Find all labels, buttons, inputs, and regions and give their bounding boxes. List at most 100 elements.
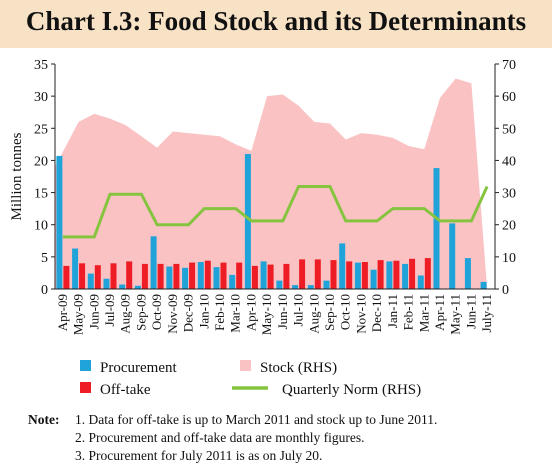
legend-label: Off-take [100, 382, 151, 398]
offtake-bar [173, 263, 180, 289]
right-tick-label: 10 [502, 251, 516, 266]
x-tick-label: Feb-10 [212, 294, 227, 331]
procurement-bar [229, 274, 236, 289]
offtake-bar [377, 260, 384, 289]
procurement-bar [449, 223, 456, 289]
procurement-bar [276, 280, 283, 289]
note-item-1: 1. Data for off-take is up to March 2011… [75, 412, 438, 427]
offtake-bar [424, 258, 431, 289]
legend-label: Quarterly Norm (RHS) [282, 382, 421, 398]
offtake-bar [126, 261, 133, 289]
note-label: Note [28, 412, 55, 427]
procurement-bar [417, 275, 424, 289]
procurement-bar [292, 285, 299, 289]
right-tick-label: 40 [502, 154, 516, 169]
x-tick-label: May-11 [448, 294, 463, 335]
chart-title: Chart I.3: Food Stock and its Determinan… [25, 6, 527, 36]
x-tick-label: Sep-10 [322, 294, 337, 331]
offtake-bar [63, 265, 70, 289]
x-tick-label: Jun-11 [463, 294, 478, 329]
x-tick-label: Jul-10 [291, 294, 306, 327]
offtake-bar [110, 263, 117, 289]
offtake-bar [267, 264, 274, 289]
right-tick-label: 70 [502, 58, 516, 73]
offtake-bar [409, 258, 416, 289]
x-tick-label: Dec-09 [181, 294, 196, 332]
x-tick-label: Jul-09 [102, 294, 117, 327]
right-tick-label: 20 [502, 219, 516, 234]
quarterly-norm-line [62, 185, 489, 239]
left-tick-label: 5 [41, 251, 48, 266]
procurement-bar [182, 267, 189, 289]
procurement-bar [150, 236, 157, 289]
left-tick-label: 35 [34, 58, 48, 73]
procurement-bar [244, 154, 251, 289]
x-tick-label: Nov-10 [353, 294, 368, 334]
x-tick-label: May-09 [71, 294, 86, 335]
note-item-2: 2. Procurement and off-take data are mon… [75, 430, 365, 445]
x-tick-label: Oct-09 [149, 294, 164, 330]
procurement-bar [260, 261, 267, 289]
procurement-bar [339, 243, 346, 289]
offtake-bar [346, 261, 353, 289]
offtake-bar [393, 260, 400, 289]
legend-swatch [240, 360, 251, 371]
x-tick-label: Sep-09 [133, 294, 148, 331]
procurement-bar [433, 168, 440, 289]
left-tick-label: 20 [34, 154, 48, 169]
x-tick-label: July-11 [479, 294, 494, 333]
offtake-bar [220, 262, 227, 289]
stock-area [55, 78, 488, 289]
procurement-bar [354, 262, 361, 289]
procurement-bar [119, 284, 126, 289]
procurement-bar [213, 267, 220, 289]
right-tick-label: 60 [502, 90, 516, 105]
legend-label: Procurement [100, 360, 177, 376]
procurement-bar [72, 248, 79, 289]
title-band [0, 0, 552, 48]
x-tick-label: May-10 [259, 294, 274, 335]
x-tick-label: Apr-09 [55, 294, 70, 331]
procurement-bar [386, 261, 393, 289]
legend-label: Stock (RHS) [260, 360, 337, 376]
offtake-bar [189, 262, 196, 289]
x-tick-label: Mar-11 [416, 294, 431, 332]
right-tick-label: 0 [502, 283, 509, 298]
x-tick-label: Oct-10 [338, 294, 353, 330]
procurement-bar [307, 285, 314, 289]
offtake-bar [361, 262, 368, 289]
offtake-bar [141, 263, 148, 289]
procurement-bar [323, 280, 330, 289]
procurement-bar [134, 285, 141, 289]
offtake-bar [94, 265, 101, 289]
procurement-bar [464, 258, 471, 289]
procurement-bar [370, 269, 377, 289]
left-tick-label: 30 [34, 90, 48, 105]
x-tick-label: Jan-10 [196, 294, 211, 329]
offtake-bar [251, 265, 258, 289]
note-item-3: 3. Procurement for July 2011 is as on Ju… [75, 448, 323, 463]
x-tick-label: Dec-10 [369, 294, 384, 332]
x-tick-label: Feb-11 [401, 294, 416, 330]
x-tick-label: Apr-10 [243, 294, 258, 331]
offtake-bar [330, 260, 337, 289]
right-tick-label: 50 [502, 122, 516, 137]
offtake-bar [157, 263, 164, 289]
note-block: Note: [28, 412, 60, 427]
x-tick-label: Mar-10 [228, 294, 243, 333]
offtake-bar [283, 263, 290, 289]
offtake-bar [236, 262, 243, 289]
legend-swatch [80, 382, 91, 393]
x-tick-label: Aug-09 [118, 294, 133, 334]
procurement-bar [87, 273, 94, 289]
left-tick-label: 0 [41, 283, 48, 298]
x-tick-label: Nov-09 [165, 294, 180, 334]
x-tick-label: Jun-09 [86, 294, 101, 329]
procurement-bar [197, 262, 204, 289]
procurement-bar [56, 155, 63, 289]
x-tick-label: Aug-10 [306, 294, 321, 334]
procurement-bar [103, 278, 110, 289]
left-tick-label: 15 [34, 187, 48, 202]
offtake-bar [299, 259, 306, 289]
